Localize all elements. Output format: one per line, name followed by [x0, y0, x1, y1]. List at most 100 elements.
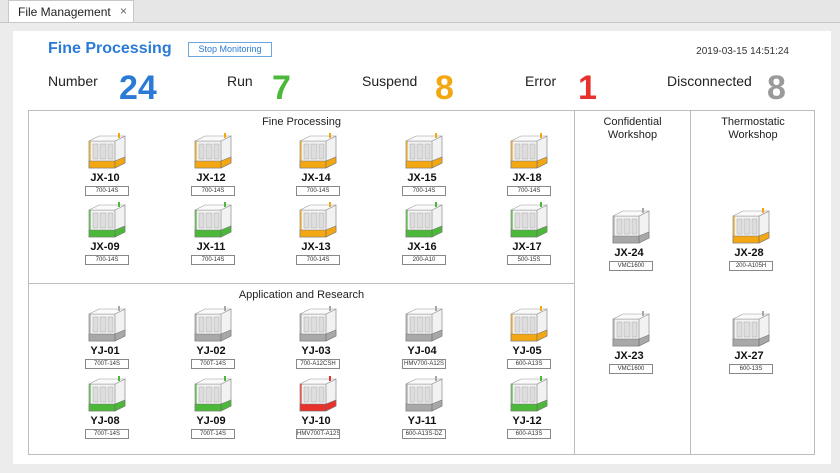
machine-yj-08[interactable]: YJ-08 700T-14S: [65, 376, 145, 444]
section-title-line: Confidential: [603, 116, 662, 128]
cnc-machine-icon: [88, 306, 126, 342]
cnc-machine-icon: [732, 208, 770, 244]
machine-yj-01[interactable]: YJ-01 700T-14S: [65, 306, 145, 374]
divider: [690, 111, 691, 454]
machine-id: JX-24: [614, 247, 644, 259]
machine-id: JX-12: [196, 172, 226, 184]
machine-id: YJ-11: [407, 415, 437, 427]
section-title-fine-processing: Fine Processing: [262, 116, 341, 128]
cnc-machine-icon: [612, 208, 650, 244]
machine-jx-27[interactable]: JX-27 600-13S: [709, 311, 789, 379]
machine-id: JX-11: [196, 241, 226, 253]
stat-value-disconnected: 8: [767, 69, 786, 107]
stat-label-number: Number: [48, 73, 98, 89]
machine-yj-04[interactable]: YJ-04 HMV700-A12S: [382, 306, 462, 374]
close-icon[interactable]: ×: [119, 4, 127, 18]
stat-label-run: Run: [227, 73, 253, 89]
machine-model: 700T-14S: [85, 359, 129, 369]
machine-id: JX-28: [734, 247, 764, 259]
cnc-machine-icon: [299, 202, 337, 238]
machine-jx-28[interactable]: JX-28 200-A105H: [709, 208, 789, 276]
machine-jx-23[interactable]: JX-23 VMC1600: [589, 311, 669, 379]
cnc-machine-icon: [732, 311, 770, 347]
machine-jx-14[interactable]: JX-14 700-14S: [276, 133, 356, 201]
divider: [29, 283, 574, 284]
cnc-machine-icon: [88, 376, 126, 412]
machine-model: 700-14S: [85, 186, 129, 196]
machine-id: JX-10: [90, 172, 120, 184]
machine-model: 700-14S: [191, 255, 235, 265]
machine-id: JX-17: [512, 241, 542, 253]
cnc-machine-icon: [405, 202, 443, 238]
stat-label-suspend: Suspend: [362, 73, 418, 89]
section-title-thermostatic-workshop: Thermostatic Workshop: [691, 116, 815, 142]
machine-id: YJ-04: [407, 345, 437, 357]
stat-value-suspend: 8: [435, 69, 454, 107]
machine-yj-02[interactable]: YJ-02 700T-14S: [171, 306, 251, 374]
machine-model: 600-13S: [729, 364, 773, 374]
machine-jx-11[interactable]: JX-11 700-14S: [171, 202, 251, 270]
machine-id: JX-16: [407, 241, 437, 253]
machine-id: JX-13: [301, 241, 331, 253]
cnc-machine-icon: [405, 306, 443, 342]
timestamp: 2019-03-15 14:51:24: [696, 46, 789, 57]
cnc-machine-icon: [510, 306, 548, 342]
machine-model: VMC1600: [609, 261, 653, 271]
machine-jx-09[interactable]: JX-09 700-14S: [65, 202, 145, 270]
machine-yj-05[interactable]: YJ-05 600-A13S: [487, 306, 567, 374]
machine-model: HMV700T-A12S: [296, 429, 340, 439]
machine-model: 600-A13S-DZ: [402, 429, 446, 439]
machine-id: YJ-01: [90, 345, 120, 357]
tab-label: File Management: [18, 5, 111, 19]
machine-yj-11[interactable]: YJ-11 600-A13S-DZ: [382, 376, 462, 444]
machine-model: 700-14S: [296, 186, 340, 196]
tab-file-management[interactable]: File Management ×: [8, 0, 134, 22]
machine-model: 700T-14S: [191, 359, 235, 369]
machine-id: JX-23: [614, 350, 644, 362]
cnc-machine-icon: [299, 133, 337, 169]
stat-label-error: Error: [525, 73, 557, 89]
machine-yj-12[interactable]: YJ-12 600-A13S: [487, 376, 567, 444]
machine-id: JX-15: [407, 172, 437, 184]
machine-jx-24[interactable]: JX-24 VMC1600: [589, 208, 669, 276]
machine-model: 600-A13S: [507, 359, 551, 369]
machine-jx-17[interactable]: JX-17 500-15S: [487, 202, 567, 270]
machine-jx-15[interactable]: JX-15 700-14S: [382, 133, 462, 201]
workshop-sections: Fine Processing Application and Research…: [28, 110, 815, 455]
machine-jx-18[interactable]: JX-18 700-14S: [487, 133, 567, 201]
machine-jx-10[interactable]: JX-10 700-14S: [65, 133, 145, 201]
section-title-confidential-workshop: Confidential Workshop: [575, 116, 690, 142]
machine-id: JX-27: [734, 350, 764, 362]
cnc-machine-icon: [194, 376, 232, 412]
machine-id: YJ-02: [196, 345, 226, 357]
cnc-machine-icon: [194, 202, 232, 238]
machine-model: 700T-14S: [85, 429, 129, 439]
stat-value-run: 7: [272, 69, 291, 107]
page-title: Fine Processing: [48, 40, 172, 57]
machine-model: 600-A13S: [507, 429, 551, 439]
machine-model: 700-A12CSH: [296, 359, 340, 369]
machine-jx-16[interactable]: JX-16 200-A10: [382, 202, 462, 270]
machine-yj-09[interactable]: YJ-09 700T-14S: [171, 376, 251, 444]
stat-value-number: 24: [119, 69, 157, 107]
machine-jx-13[interactable]: JX-13 700-14S: [276, 202, 356, 270]
machine-id: YJ-05: [512, 345, 542, 357]
cnc-machine-icon: [194, 306, 232, 342]
machine-model: 200-A10: [402, 255, 446, 265]
cnc-machine-icon: [299, 306, 337, 342]
machine-model: 700-14S: [296, 255, 340, 265]
machine-jx-12[interactable]: JX-12 700-14S: [171, 133, 251, 201]
machine-model: 700-14S: [507, 186, 551, 196]
cnc-machine-icon: [405, 133, 443, 169]
section-title-line: Workshop: [607, 129, 658, 141]
stat-value-error: 1: [578, 69, 597, 107]
machine-model: 500-15S: [507, 255, 551, 265]
stat-label-disconnected: Disconnected: [667, 73, 752, 89]
machine-model: 700-14S: [85, 255, 129, 265]
stop-monitoring-button[interactable]: Stop Monitoring: [188, 42, 272, 57]
tab-bar: File Management ×: [0, 0, 840, 23]
machine-yj-10[interactable]: YJ-10 HMV700T-A12S: [276, 376, 356, 444]
machine-yj-03[interactable]: YJ-03 700-A12CSH: [276, 306, 356, 374]
machine-model: VMC1600: [609, 364, 653, 374]
divider: [574, 111, 575, 454]
